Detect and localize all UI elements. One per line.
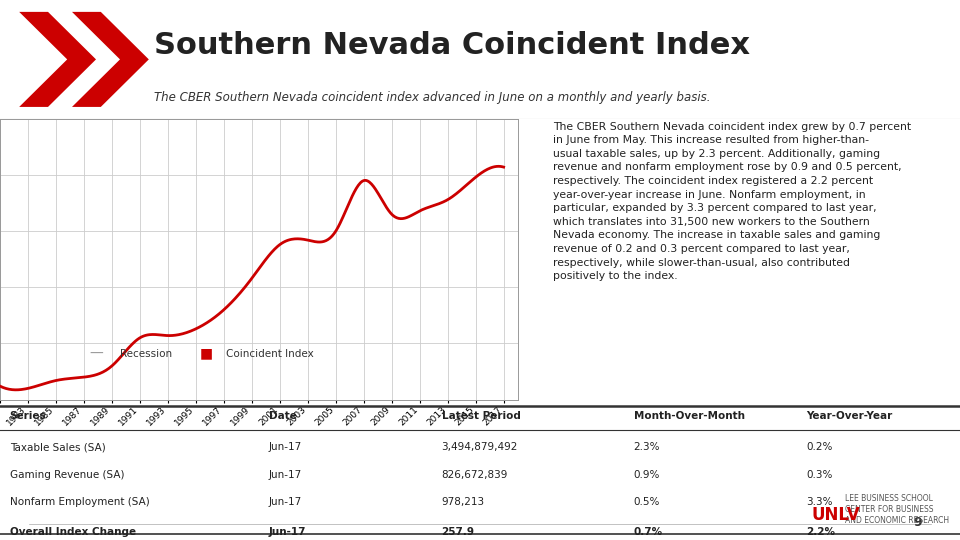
- Text: Year-Over-Year: Year-Over-Year: [806, 411, 893, 421]
- Text: Date: Date: [269, 411, 297, 421]
- Text: The CBER Southern Nevada coincident index advanced in June on a monthly and year: The CBER Southern Nevada coincident inde…: [154, 91, 710, 104]
- Text: 9: 9: [913, 516, 922, 529]
- Text: 3.3%: 3.3%: [806, 497, 833, 507]
- Text: Taxable Sales (SA): Taxable Sales (SA): [10, 442, 106, 453]
- Text: Coincident Index: Coincident Index: [226, 349, 313, 359]
- Text: Jun-17: Jun-17: [269, 497, 302, 507]
- Text: —: —: [89, 347, 103, 361]
- Polygon shape: [72, 12, 149, 107]
- Text: Series: Series: [10, 411, 46, 421]
- Text: Latest Period: Latest Period: [442, 411, 520, 421]
- Text: Jun-17: Jun-17: [269, 470, 302, 481]
- Text: 2.3%: 2.3%: [634, 442, 660, 453]
- Text: UNLV: UNLV: [811, 506, 860, 524]
- Text: 2.2%: 2.2%: [806, 526, 835, 537]
- Text: Jun-17: Jun-17: [269, 526, 306, 537]
- Text: 0.5%: 0.5%: [634, 497, 660, 507]
- Text: ■: ■: [200, 347, 213, 361]
- Text: 0.7%: 0.7%: [634, 526, 662, 537]
- Polygon shape: [19, 12, 96, 107]
- Text: 0.2%: 0.2%: [806, 442, 832, 453]
- Text: 0.9%: 0.9%: [634, 470, 660, 481]
- Text: 257.9: 257.9: [442, 526, 474, 537]
- Text: 826,672,839: 826,672,839: [442, 470, 508, 481]
- Text: Overall Index Change: Overall Index Change: [10, 526, 135, 537]
- Text: 3,494,879,492: 3,494,879,492: [442, 442, 518, 453]
- Text: The CBER Southern Nevada coincident index grew by 0.7 percent
in June from May. : The CBER Southern Nevada coincident inde…: [553, 122, 912, 281]
- Text: Southern Nevada Coincident Index: Southern Nevada Coincident Index: [154, 31, 750, 59]
- Text: 0.3%: 0.3%: [806, 470, 832, 481]
- Text: Month-Over-Month: Month-Over-Month: [634, 411, 745, 421]
- Text: Recession: Recession: [120, 349, 172, 359]
- Text: 978,213: 978,213: [442, 497, 485, 507]
- Text: Jun-17: Jun-17: [269, 442, 302, 453]
- Text: LEE BUSINESS SCHOOL
CENTER FOR BUSINESS
AND ECONOMIC RESEARCH: LEE BUSINESS SCHOOL CENTER FOR BUSINESS …: [845, 494, 948, 525]
- Text: Nonfarm Employment (SA): Nonfarm Employment (SA): [10, 497, 150, 507]
- Text: Gaming Revenue (SA): Gaming Revenue (SA): [10, 470, 124, 481]
